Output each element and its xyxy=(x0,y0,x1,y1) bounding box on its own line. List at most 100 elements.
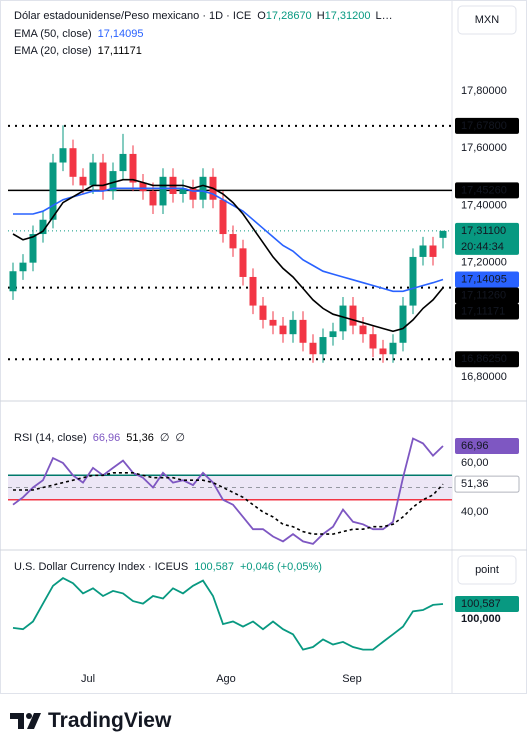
pane xyxy=(8,437,452,545)
y-tick-label: 40,00 xyxy=(461,506,489,518)
legend-ema: EMA (20, close) 17,11171 xyxy=(14,45,142,57)
candle-body xyxy=(389,342,397,355)
brand: TradingView xyxy=(8,706,171,736)
price-label-box xyxy=(455,222,519,255)
series-line xyxy=(13,472,444,535)
candle-body xyxy=(309,342,317,355)
ohlc-key: H xyxy=(317,10,325,22)
candle-body xyxy=(9,271,17,292)
y-tick-label: 17,60000 xyxy=(461,142,507,154)
y-tick-label: 17,20000 xyxy=(461,257,507,269)
symbol-title: Dólar estadounidense/Peso mexicano · 1D … xyxy=(14,10,251,22)
price-label: 20:44:34 xyxy=(461,241,504,253)
legend-name: EMA (20, close) xyxy=(14,45,92,57)
candle-body xyxy=(139,182,147,192)
price-label: 17,31100 xyxy=(461,225,506,237)
price-label: 66,96 xyxy=(461,440,489,452)
candle-body xyxy=(329,331,337,338)
y-tick-label: 16,80000 xyxy=(461,371,507,383)
x-tick-label: Ago xyxy=(216,673,236,685)
brand-name: TradingView xyxy=(48,709,172,732)
candle-body xyxy=(369,334,377,349)
candle-body xyxy=(249,276,257,306)
candle-body xyxy=(89,162,97,186)
candle-body xyxy=(29,234,37,263)
price-label-box xyxy=(455,437,519,454)
legend-value: 17,11171 xyxy=(98,45,142,57)
price-label-box xyxy=(455,303,519,320)
price-label-box xyxy=(455,271,519,288)
price-label-box xyxy=(455,287,519,304)
candle-body xyxy=(149,191,157,206)
candle-body xyxy=(69,148,77,177)
price-label: 17,11260 xyxy=(461,289,506,301)
candle-body xyxy=(219,199,227,235)
legend-title: U.S. Dollar Currency Index · ICEUS xyxy=(14,561,188,573)
price-label: 51,36 xyxy=(461,478,489,490)
currency-button[interactable] xyxy=(457,5,517,35)
chart: Jul Ago Sep 17,80000 17,60000 17,40000 17,2000… xyxy=(0,0,527,694)
candle-body xyxy=(59,148,67,163)
legend-value: 51,36 xyxy=(126,432,154,444)
brand-icon xyxy=(10,713,41,729)
price-label: 17,11171 xyxy=(461,305,505,317)
candle-body xyxy=(259,305,267,320)
candle-body xyxy=(119,153,127,172)
price-label-box xyxy=(455,117,519,134)
ohlc-value: 17,28670 xyxy=(266,10,312,22)
price-label: 17,45260 xyxy=(461,184,507,196)
candle-body xyxy=(319,337,327,355)
candle-body xyxy=(409,256,417,306)
legend-value: 100,587 xyxy=(194,561,234,573)
pane xyxy=(12,577,444,651)
candle-body xyxy=(49,162,57,220)
series-line xyxy=(12,437,444,545)
legend-main: Dólar estadounidense/Peso mexicano · 1D … xyxy=(14,10,393,22)
price-label-box xyxy=(455,595,519,612)
legend-title: RSI (14, close) xyxy=(14,432,87,444)
candle-body xyxy=(269,319,277,326)
scale-button[interactable] xyxy=(457,555,517,585)
price-label: 16,86250 xyxy=(461,353,507,365)
candle-body xyxy=(109,171,117,192)
plot: Jul Ago Sep 17,80000 17,60000 17,40000 17,2000… xyxy=(8,85,520,685)
candle-body xyxy=(279,325,287,335)
candle-body xyxy=(419,245,427,257)
candle-body xyxy=(359,325,367,335)
ohlc-more: L… xyxy=(376,10,393,22)
legend-extra: ∅ xyxy=(160,432,170,444)
legend-name: EMA (50, close) xyxy=(14,28,92,40)
legend-value: 17,14095 xyxy=(98,28,144,40)
price-label: 100,587 xyxy=(461,598,501,610)
candle-body xyxy=(379,348,387,355)
pane xyxy=(8,124,452,363)
candle-body xyxy=(39,219,47,235)
candle-body xyxy=(339,305,347,332)
candle-body xyxy=(439,230,447,238)
x-tick-label: Jul xyxy=(81,673,95,685)
price-label: 17,67800 xyxy=(461,120,507,132)
legend-extra: ∅ xyxy=(175,432,185,444)
currency[interactable]: MXN xyxy=(475,14,500,26)
candle-body xyxy=(289,319,297,335)
y-tick-label: 17,80000 xyxy=(461,85,507,97)
series-line xyxy=(12,577,444,651)
candle-body xyxy=(199,176,207,200)
candle-body xyxy=(429,245,437,257)
candle-body xyxy=(79,176,87,186)
legend-value: 66,96 xyxy=(93,432,121,444)
candle-body xyxy=(129,153,137,183)
candle-body xyxy=(349,305,357,326)
scale-mode[interactable]: point xyxy=(475,564,499,576)
y-tick-label: 100,000 xyxy=(461,613,501,625)
candle-body xyxy=(229,234,237,249)
legend-dxy: U.S. Dollar Currency Index · ICEUS 100,58… xyxy=(14,561,322,573)
price-label-box xyxy=(454,475,520,493)
candle-body xyxy=(299,319,307,343)
price-label-box xyxy=(455,182,519,199)
candle-body xyxy=(99,162,107,192)
candle-body xyxy=(399,305,407,343)
price-label: 17,14095 xyxy=(461,273,507,285)
price-label-box xyxy=(455,351,519,368)
